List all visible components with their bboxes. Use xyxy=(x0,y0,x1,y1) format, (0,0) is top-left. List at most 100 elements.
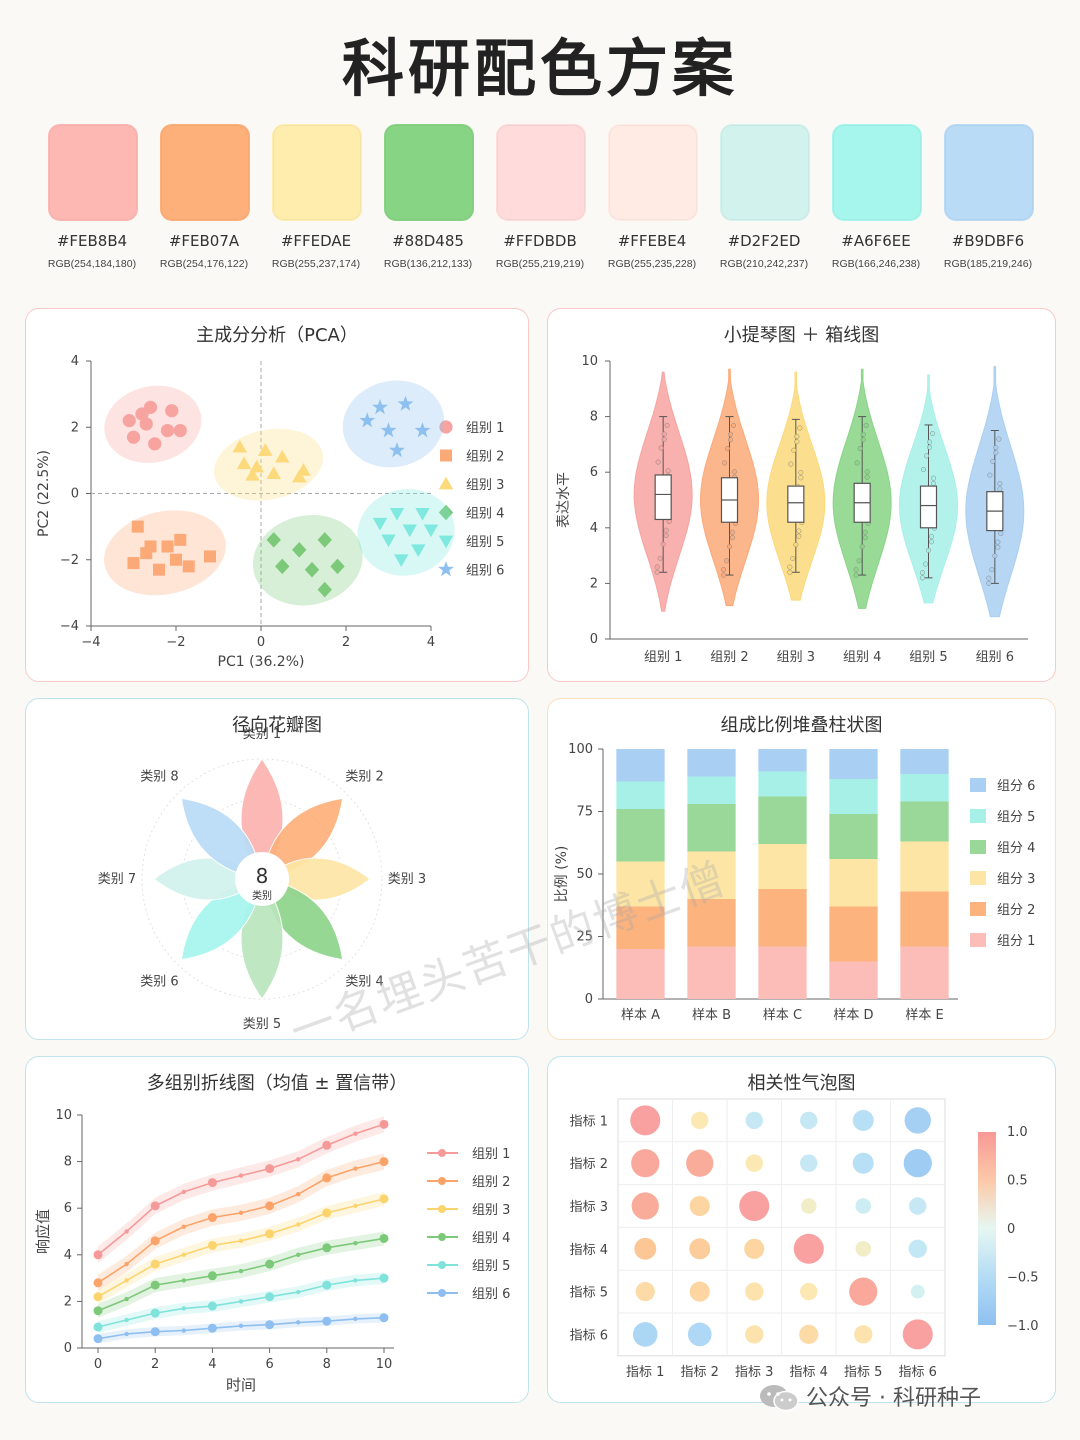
pca-point xyxy=(161,540,174,553)
bubble xyxy=(855,1241,872,1257)
swatch-hex: #FFEBE4 xyxy=(617,232,687,250)
jitter-point xyxy=(727,437,734,443)
petal-label: 类别 5 xyxy=(243,1017,281,1032)
legend-label: 组别 4 xyxy=(466,507,504,522)
line-point xyxy=(181,1328,186,1333)
colorbar-tick-label: −0.5 xyxy=(1007,1271,1039,1286)
colorbar-tick-label: 0.5 xyxy=(1007,1174,1028,1189)
y-axis-label: PC2 (22.5%) xyxy=(36,450,52,537)
legend-label: 组分 4 xyxy=(997,841,1035,856)
bubble xyxy=(800,1198,817,1214)
jitter-point xyxy=(798,475,804,481)
legend-label: 组别 1 xyxy=(472,1147,510,1162)
stacked-title: 组成比例堆叠柱状图 xyxy=(720,715,883,736)
pca-point xyxy=(414,422,431,438)
y-tick-label: 75 xyxy=(576,805,593,820)
center-circle xyxy=(235,852,289,906)
jitter-point xyxy=(798,470,804,476)
jitter-point xyxy=(730,422,737,429)
legend-label: 组分 3 xyxy=(997,872,1035,887)
violin-title: 小提琴图 ＋ 箱线图 xyxy=(723,325,880,346)
pca-point xyxy=(140,547,153,560)
line-point xyxy=(124,1331,129,1337)
y-tick-label: 8 xyxy=(590,410,598,425)
jitter-point xyxy=(853,572,859,578)
line-chart: 0 2 4 6 8 10 0 2 4 6 8 10 时间 响应值 组别 1 组别 2 组别 3 组别 4 组别 5 组… xyxy=(34,1108,510,1394)
jitter-point xyxy=(794,433,800,440)
jitter-point xyxy=(729,535,736,541)
x-tick-label: 组别 1 xyxy=(644,650,682,665)
bubble xyxy=(854,1325,873,1344)
swatch-rgb: RGB(136,212,133) xyxy=(383,258,473,270)
bubble xyxy=(631,1192,659,1220)
x-axis-label: PC1 (36.2%) xyxy=(218,654,305,670)
y-tick-label: 50 xyxy=(576,867,593,882)
page-title: 科研配色方案 xyxy=(341,32,738,105)
pca-point xyxy=(135,407,149,421)
line-point xyxy=(296,1252,301,1257)
line-point xyxy=(150,1259,160,1269)
stacked-segment xyxy=(687,899,736,947)
y-tick-label: 2 xyxy=(64,1294,72,1309)
pca-point xyxy=(381,534,396,548)
swatch-6 xyxy=(608,124,698,221)
col-label: 指标 1 xyxy=(626,1365,664,1380)
bubble xyxy=(745,1282,764,1301)
jitter-point xyxy=(661,431,667,437)
jitter-point xyxy=(791,447,797,453)
legend-marker xyxy=(438,1205,446,1213)
swatch-rgb: RGB(255,235,228) xyxy=(607,258,697,270)
row-label: 指标 1 xyxy=(570,1114,608,1129)
swatch-hex: #FEB8B4 xyxy=(56,232,128,250)
bubble xyxy=(903,1149,932,1178)
stacked-segment xyxy=(616,809,665,862)
line-point xyxy=(296,1289,301,1295)
stacked-segment xyxy=(758,946,807,999)
swatch-2 xyxy=(160,124,250,221)
bubble xyxy=(630,1105,661,1136)
y-tick-label: 2 xyxy=(590,576,598,591)
petal-chart: 类别 1 类别 2 类别 3 类别 4 类别 5 类别 6 类别 7 类别 8 8类别 xyxy=(98,727,426,1032)
jitter-point xyxy=(996,436,1002,442)
legend-marker xyxy=(438,1261,446,1269)
bubble xyxy=(745,1154,763,1172)
y-tick-label: −4 xyxy=(60,619,79,634)
pca-point xyxy=(204,550,216,563)
line-point xyxy=(124,1261,129,1267)
pca-point xyxy=(153,563,165,576)
line-point xyxy=(265,1201,275,1211)
cluster-ellipse xyxy=(104,385,202,463)
stacked-segment xyxy=(829,749,878,779)
y-axis-label: 表达水平 xyxy=(556,472,572,528)
petal xyxy=(180,797,263,880)
jitter-point xyxy=(655,459,661,465)
jitter-point xyxy=(856,558,862,564)
line-point xyxy=(379,1119,389,1129)
bubble-chart: 指标 1 指标 2 指标 3 指标 4 指标 5 指标 6 指标 1 指标 2 指标 3 指标 4… xyxy=(570,1098,1039,1380)
stacked-segment xyxy=(829,961,878,999)
stacked-segment xyxy=(616,906,665,949)
jitter-point xyxy=(720,572,727,578)
pca-point xyxy=(232,439,247,453)
bubble xyxy=(908,1239,927,1258)
colorbar xyxy=(978,1132,996,1325)
legend-label: 组别 6 xyxy=(472,1287,510,1302)
line-point xyxy=(353,1131,358,1136)
jitter-point xyxy=(919,570,926,576)
x-tick-label: 0 xyxy=(257,635,265,650)
legend-label: 组别 3 xyxy=(472,1203,510,1218)
line-point xyxy=(238,1299,244,1304)
y-tick-label: 0 xyxy=(590,632,598,647)
center-label: 类别 xyxy=(252,889,272,902)
jitter-point xyxy=(787,564,793,570)
bubble-title: 相关性气泡图 xyxy=(747,1073,856,1094)
line-point xyxy=(207,1301,217,1311)
legend-marker xyxy=(438,476,454,490)
jitter-point xyxy=(853,567,859,573)
pca-title: 主成分分析（PCA） xyxy=(196,325,358,346)
stacked-segment xyxy=(687,851,736,899)
bubble xyxy=(855,1198,872,1214)
jitter-point xyxy=(787,569,793,575)
line-point xyxy=(265,1259,275,1269)
colorbar-tick-label: 1.0 xyxy=(1007,1125,1028,1140)
